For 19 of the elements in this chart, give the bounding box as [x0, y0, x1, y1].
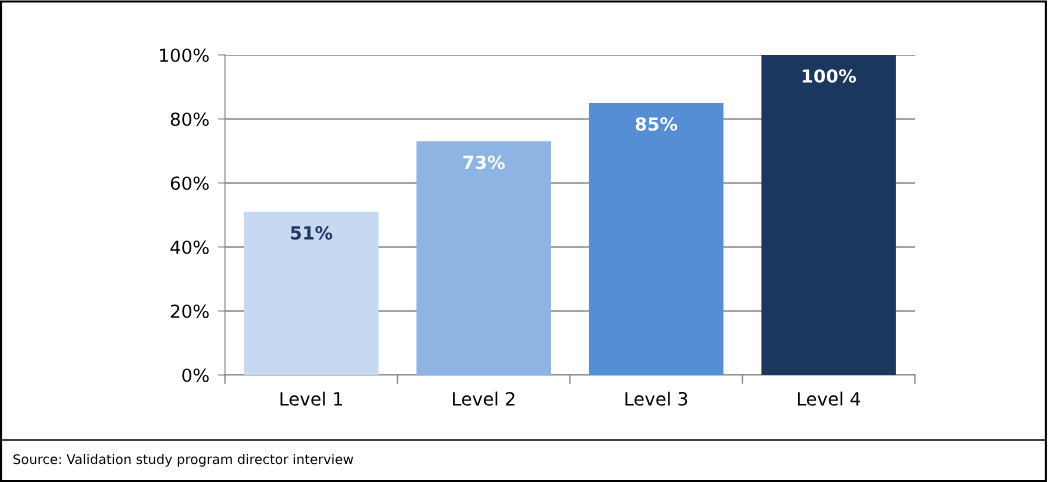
- x-tick-label: Level 2: [453, 391, 515, 406]
- bar: [761, 54, 896, 375]
- bar: [243, 211, 379, 375]
- data-label: 100%: [802, 69, 856, 83]
- data-label: 51%: [291, 225, 333, 240]
- y-tick-label: 80%: [170, 112, 209, 127]
- y-tick-label: 40%: [170, 240, 209, 255]
- data-label: 85%: [635, 117, 678, 131]
- source-note: Source: Validation study program director interview: [13, 453, 354, 467]
- bar: [416, 141, 551, 375]
- y-tick-label: 0%: [182, 368, 209, 383]
- x-tick-label: Level 4: [797, 391, 861, 406]
- x-tick-label: Level 3: [625, 391, 688, 406]
- y-tick-label: 60%: [170, 176, 209, 191]
- data-label: 73%: [463, 155, 505, 170]
- x-tick-label: Level 1: [280, 391, 343, 406]
- y-tick-label: 20%: [170, 304, 209, 319]
- bar: [588, 102, 724, 375]
- y-tick-label: 100%: [160, 48, 209, 63]
